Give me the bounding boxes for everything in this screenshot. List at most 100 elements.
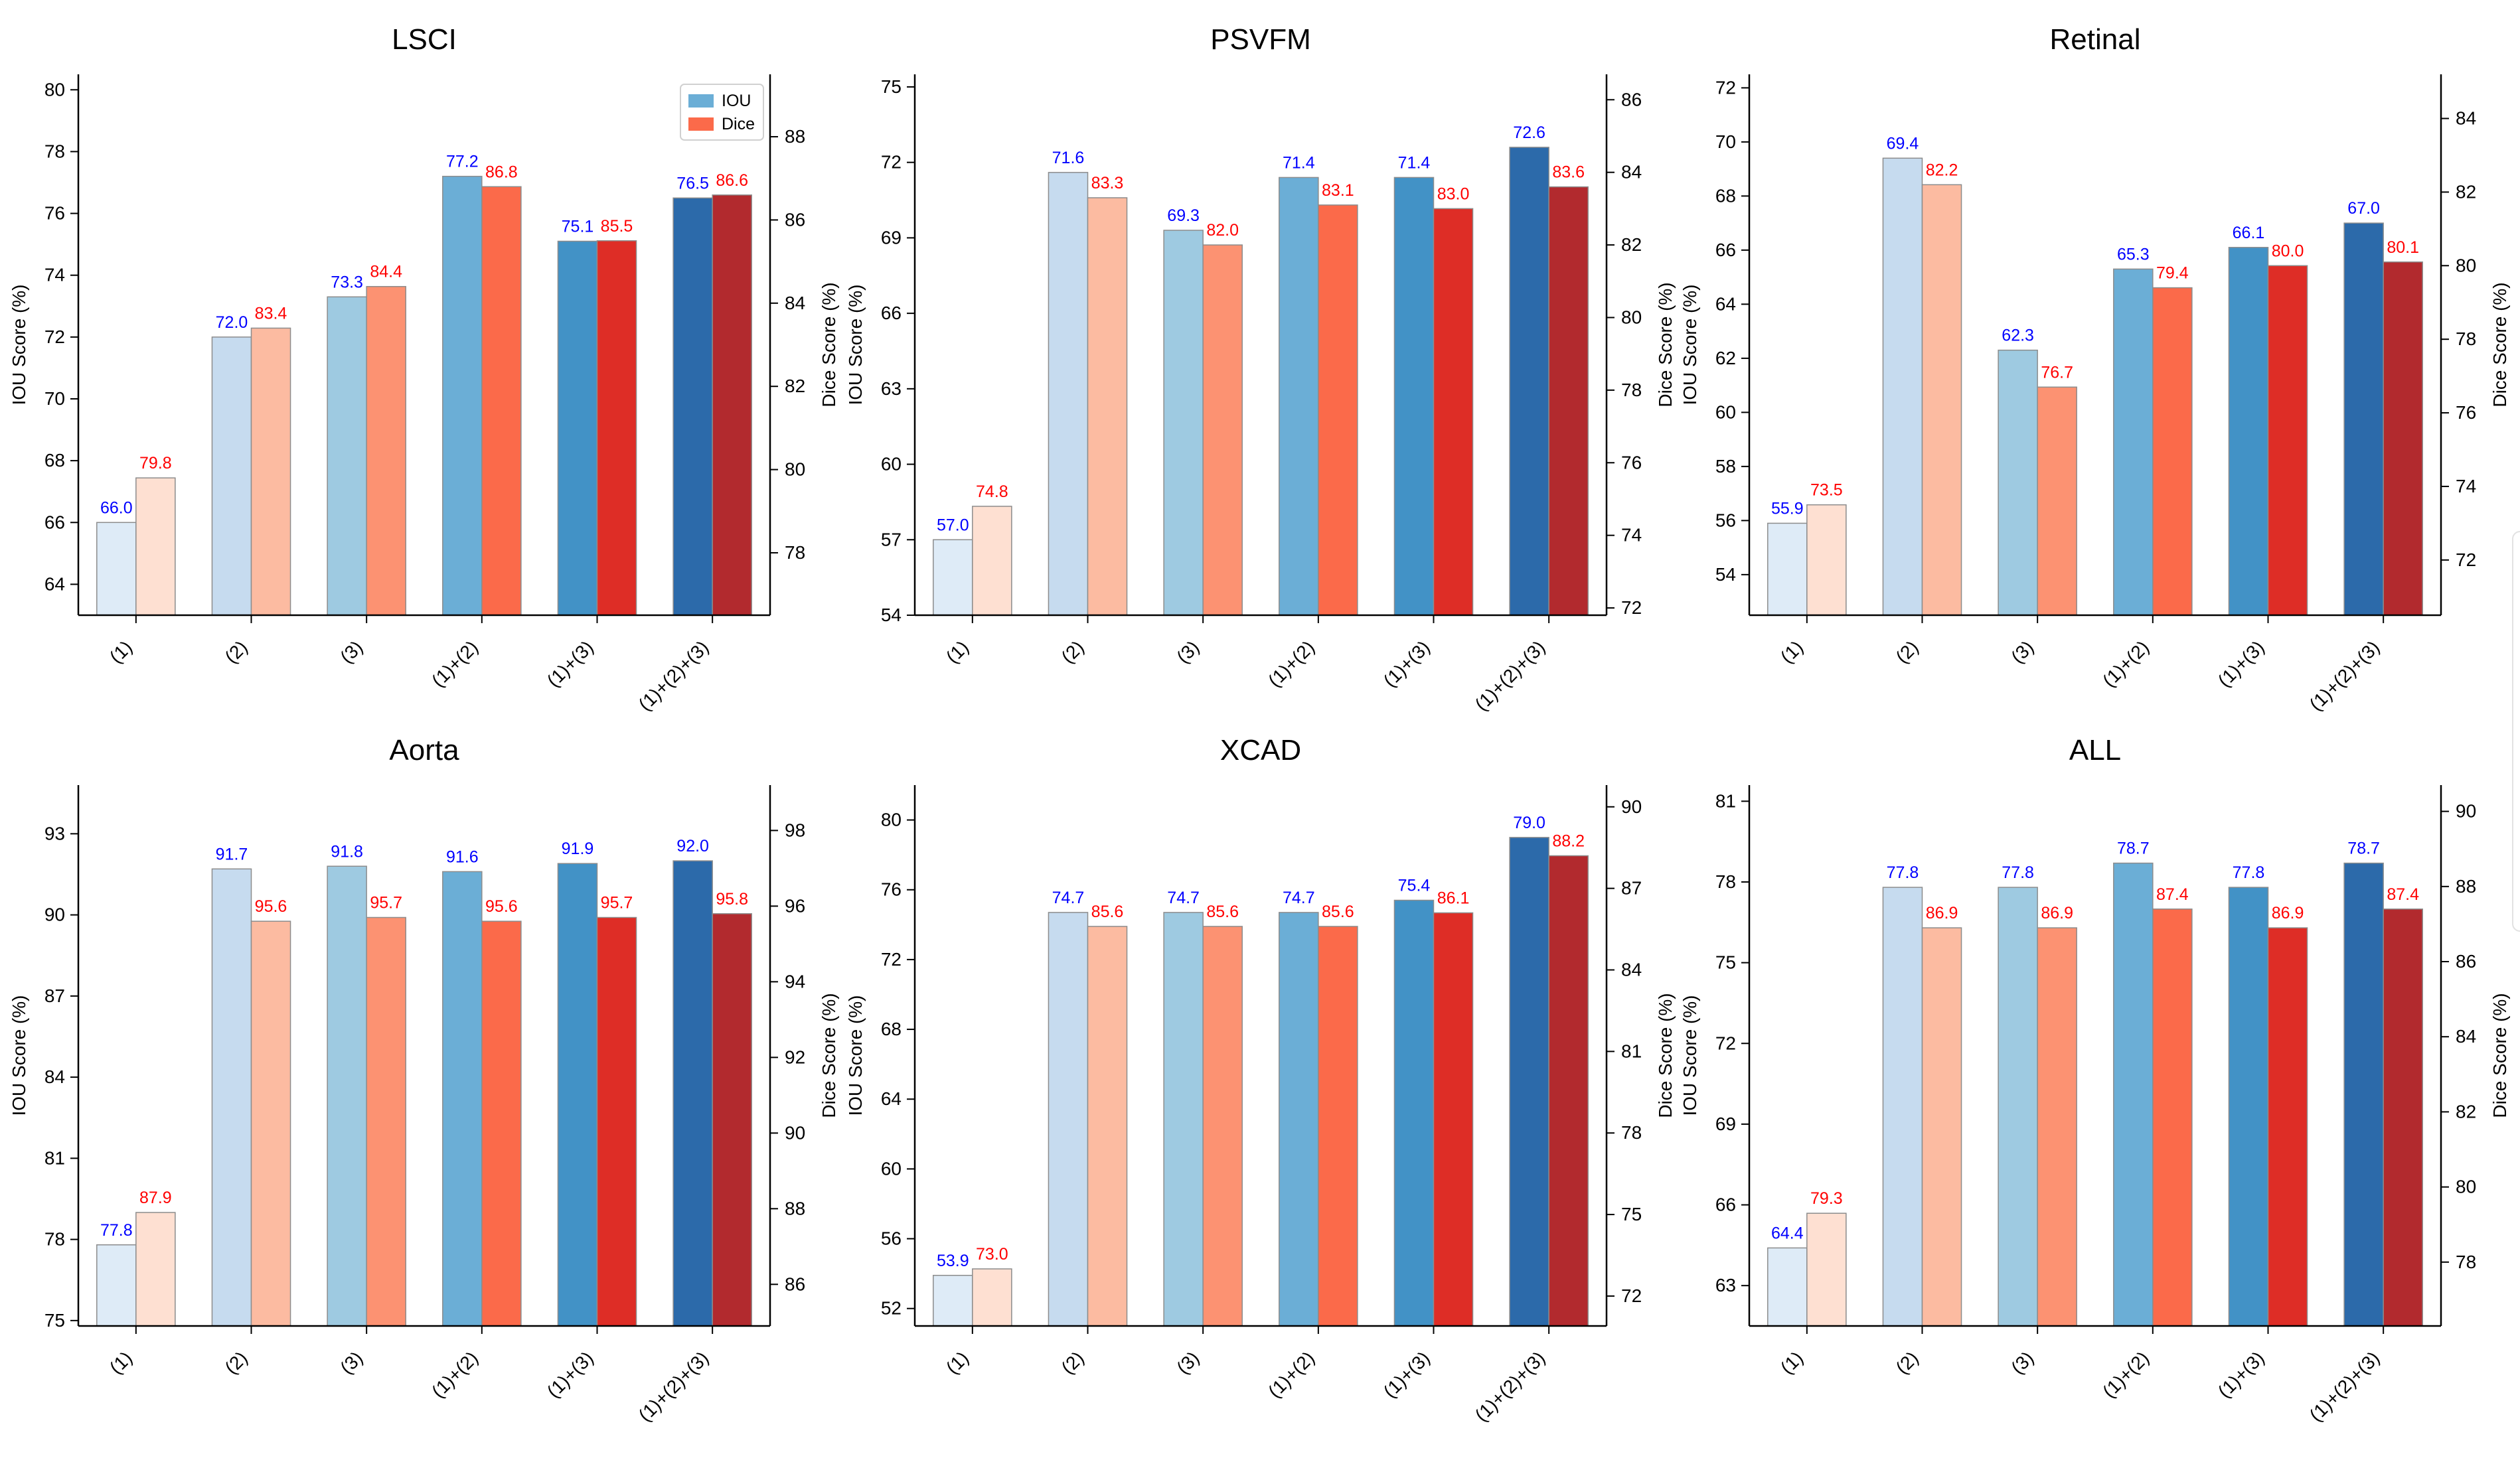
y2-tick-label: 86 xyxy=(785,1274,805,1294)
iou-bar xyxy=(1163,912,1204,1327)
iou-value-label: 64.4 xyxy=(1771,1224,1804,1242)
dice-value-label: 83.3 xyxy=(1091,174,1124,192)
y2-tick-label: 78 xyxy=(1621,1122,1642,1143)
iou-bar xyxy=(1393,177,1435,616)
iou-bar xyxy=(96,1244,137,1327)
y-tick-label: 56 xyxy=(1715,510,1736,530)
iou-value-label: 75.4 xyxy=(1398,877,1431,895)
y-axis-label: IOU Score (%) xyxy=(9,995,29,1116)
dice-bar xyxy=(1921,927,1962,1327)
x-tick-label: (1) xyxy=(1776,636,1807,667)
y-axis-label: IOU Score (%) xyxy=(845,284,866,405)
y2-tick-label: 78 xyxy=(2456,1252,2476,1272)
dice-value-label: 86.1 xyxy=(1437,889,1470,907)
chart-panel-all: ALL 64.4 79.3 (1) 77.8 86.9 (2) 77.8 86.9 (3) 78.7… xyxy=(1680,734,2510,1425)
chart-panel-psvfm: PSVFM 57.0 74.8 (1) 71.6 83.3 (2) 69.3 82.0 (3) 71… xyxy=(845,23,1676,715)
iou-value-label: 76.5 xyxy=(676,174,709,192)
dice-value-label: 95.7 xyxy=(370,893,402,912)
chart-panel-xcad: XCAD 53.9 73.0 (1) 74.7 85.6 (2) 74.7 85.6 (3) 74.… xyxy=(845,734,1676,1425)
x-tick-label: (1) xyxy=(1776,1347,1807,1378)
iou-bar xyxy=(211,336,252,616)
y2-tick-label: 96 xyxy=(785,895,805,916)
y2-tick-label: 90 xyxy=(2456,801,2476,822)
iou-bar xyxy=(1998,887,2038,1327)
iou-value-label: 69.4 xyxy=(1887,134,1919,153)
y-tick-label: 78 xyxy=(1715,871,1736,892)
dice-bar xyxy=(1087,926,1128,1327)
x-tick-label: (1)+(2)+(3) xyxy=(2306,636,2384,715)
dice-value-label: 85.6 xyxy=(1206,903,1239,921)
iou-bar xyxy=(1509,837,1549,1327)
iou-value-label: 71.6 xyxy=(1052,149,1085,167)
iou-value-label: 53.9 xyxy=(937,1252,969,1270)
legend-iou-label: IOU xyxy=(722,92,751,110)
dice-value-label: 84.4 xyxy=(370,263,402,281)
dice-value-label: 85.6 xyxy=(1091,903,1124,921)
y2-tick-label: 72 xyxy=(2456,549,2476,570)
y-tick-label: 64 xyxy=(1715,293,1736,314)
dice-bar xyxy=(1202,244,1243,616)
y2-tick-label: 75 xyxy=(1621,1204,1642,1224)
y-tick-label: 68 xyxy=(1715,185,1736,206)
iou-value-label: 74.7 xyxy=(1167,889,1200,907)
iou-value-label: 77.8 xyxy=(1887,863,1919,882)
dice-bar xyxy=(2383,909,2423,1327)
scrollbar-sliver xyxy=(2512,531,2520,932)
dice-value-label: 85.5 xyxy=(601,217,633,236)
x-tick-label: (2) xyxy=(221,636,252,667)
dice-bar xyxy=(2037,386,2077,616)
y-tick-label: 81 xyxy=(44,1147,65,1168)
iou-value-label: 71.4 xyxy=(1283,153,1315,172)
y2-tick-label: 82 xyxy=(2456,1101,2476,1122)
dice-bar xyxy=(135,1212,176,1327)
iou-value-label: 66.1 xyxy=(2233,224,2265,242)
y-tick-label: 62 xyxy=(1715,348,1736,368)
iou-value-label: 72.0 xyxy=(216,313,248,332)
y2-tick-label: 78 xyxy=(785,542,805,563)
dice-bar xyxy=(481,920,522,1327)
y-tick-label: 72 xyxy=(881,949,902,970)
y-tick-label: 78 xyxy=(44,1229,65,1250)
chart-title: ALL xyxy=(2069,734,2121,767)
iou-bar xyxy=(1163,230,1204,616)
iou-value-label: 92.0 xyxy=(676,837,709,855)
dice-value-label: 73.0 xyxy=(976,1245,1008,1264)
dice-bar xyxy=(712,194,752,616)
x-tick-label: (1) xyxy=(106,1347,136,1378)
y-axis-label: IOU Score (%) xyxy=(1680,284,1700,405)
x-tick-label: (1)+(3) xyxy=(543,636,597,691)
dice-value-label: 87.4 xyxy=(2387,885,2419,904)
y-tick-label: 68 xyxy=(44,450,65,471)
iou-bar xyxy=(2113,862,2154,1327)
y2-tick-label: 72 xyxy=(1621,1285,1642,1306)
y2-tick-label: 86 xyxy=(785,209,805,230)
y-tick-label: 70 xyxy=(1715,131,1736,152)
y-tick-label: 76 xyxy=(881,879,902,900)
legend-dice-swatch xyxy=(688,117,714,131)
dice-bar xyxy=(1318,204,1358,616)
y-tick-label: 69 xyxy=(1715,1114,1736,1134)
chart-title: Retinal xyxy=(2050,23,2141,56)
iou-value-label: 91.8 xyxy=(331,842,363,861)
dice-bar xyxy=(2267,265,2308,616)
y-tick-label: 76 xyxy=(44,203,65,224)
y-tick-label: 80 xyxy=(881,810,902,830)
iou-value-label: 77.8 xyxy=(2233,863,2265,882)
y2-tick-label: 76 xyxy=(1621,452,1642,473)
x-tick-label: (1)+(2) xyxy=(2098,636,2153,691)
dice-bar xyxy=(972,506,1012,616)
iou-bar xyxy=(1767,1247,1808,1327)
y-tick-label: 75 xyxy=(881,76,902,97)
y-tick-label: 66 xyxy=(1715,1195,1736,1215)
dice-value-label: 88.2 xyxy=(1552,832,1585,850)
iou-value-label: 73.3 xyxy=(331,273,363,291)
iou-bar xyxy=(2228,247,2269,616)
y2-tick-label: 84 xyxy=(2456,1026,2476,1047)
y2-tick-label: 74 xyxy=(2456,476,2476,496)
dice-value-label: 83.0 xyxy=(1437,184,1470,203)
dice-bar xyxy=(596,240,637,616)
dice-bar xyxy=(2037,927,2077,1327)
dice-value-label: 79.3 xyxy=(1810,1189,1843,1208)
x-tick-label: (3) xyxy=(1172,1347,1203,1378)
y2-tick-label: 81 xyxy=(1621,1041,1642,1061)
